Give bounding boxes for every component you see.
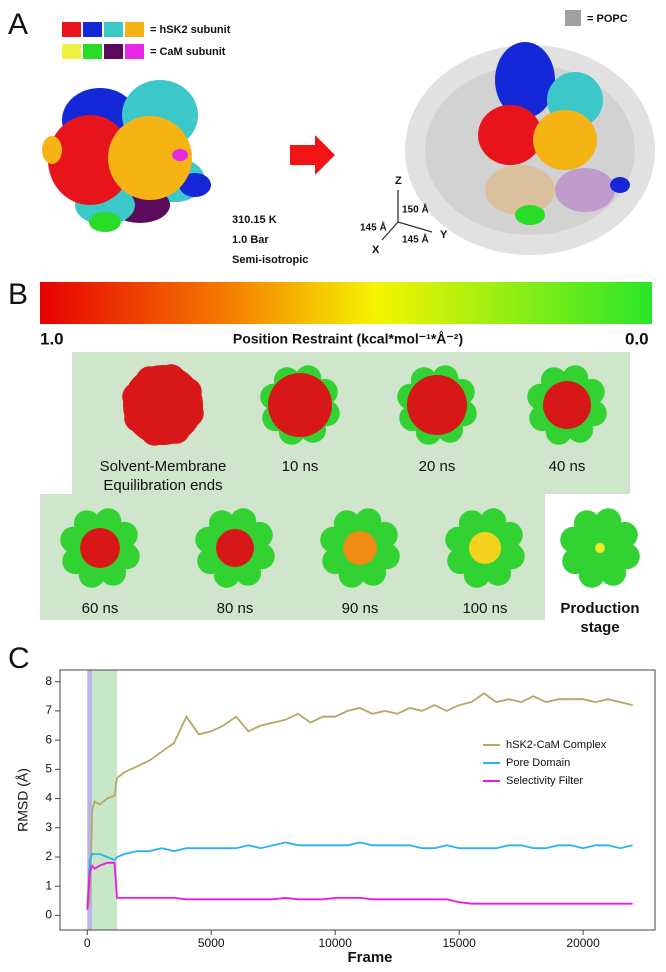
legend-swatch xyxy=(125,44,144,59)
snapshot-label: 60 ns xyxy=(82,600,119,617)
snapshot-label: Production xyxy=(560,600,639,617)
x-axis-title: Frame xyxy=(347,949,392,966)
condition: 310.15 K xyxy=(232,214,277,226)
snapshot-label: 90 ns xyxy=(342,600,379,617)
snapshot-label: 10 ns xyxy=(282,458,319,475)
y-tick-label: 6 xyxy=(45,732,52,746)
snapshot-label: Equilibration ends xyxy=(103,477,222,494)
y-axis-title: RMSD (Å) xyxy=(15,768,31,832)
popc-label: = POPC xyxy=(587,13,628,25)
legend-label: hSK2-CaM Complex xyxy=(506,739,607,751)
y-tick-label: 7 xyxy=(45,703,52,717)
y-tick-label: 1 xyxy=(45,878,52,892)
panel-label: B xyxy=(8,278,28,311)
x-tick-label: 15000 xyxy=(442,936,476,950)
axis-y-length: 145 Å xyxy=(402,233,429,246)
snapshot-label: 100 ns xyxy=(462,600,507,617)
snapshot xyxy=(560,508,639,587)
arrow xyxy=(290,135,335,175)
y-tick-label: 4 xyxy=(45,791,52,805)
subunit-legend: = hSK2 subunit = CaM subunit xyxy=(62,22,231,59)
legend-swatch xyxy=(83,22,102,37)
snapshot-label: 20 ns xyxy=(419,458,456,475)
panel-label: C xyxy=(8,642,30,675)
snapshot-label: 80 ns xyxy=(217,600,254,617)
restrained-core xyxy=(80,528,120,568)
legend-swatch xyxy=(125,22,144,37)
axis-y: Y xyxy=(440,229,448,241)
series-line xyxy=(87,863,632,910)
legend-swatch xyxy=(104,44,123,59)
snapshot-label: Solvent-Membrane xyxy=(100,458,227,475)
y-tick-label: 5 xyxy=(45,761,52,775)
y-tick-label: 2 xyxy=(45,849,52,863)
x-tick-label: 5000 xyxy=(198,936,225,950)
protein-complex xyxy=(42,80,211,232)
y-tick-label: 8 xyxy=(45,674,52,688)
x-tick-label: 0 xyxy=(84,936,91,950)
restraint-gradient xyxy=(40,282,652,324)
restrained-core xyxy=(216,529,254,567)
x-tick-label: 20000 xyxy=(566,936,600,950)
panel-label: A xyxy=(8,8,28,41)
legend-text: = hSK2 subunit xyxy=(150,24,231,36)
condition: 1.0 Bar xyxy=(232,234,269,246)
y-tick-label: 3 xyxy=(45,820,52,834)
restrained-core xyxy=(343,531,377,565)
scale-right: 0.0 xyxy=(625,329,649,348)
legend-label: Selectivity Filter xyxy=(506,775,583,787)
scale-left: 1.0 xyxy=(40,329,64,348)
axis-z: Z xyxy=(395,175,402,187)
axis-z-length: 150 Å xyxy=(402,203,429,216)
series-line xyxy=(87,693,632,909)
legend-swatch xyxy=(104,22,123,37)
series-line xyxy=(87,842,632,909)
snapshot-label: stage xyxy=(580,619,619,636)
restrained-core xyxy=(268,373,332,437)
figure: A = hSK2 subunit = CaM subunit = POPC Z 1… xyxy=(0,0,666,967)
restrained-core xyxy=(469,532,501,564)
legend-swatch xyxy=(62,44,81,59)
membrane-system xyxy=(405,42,655,255)
restrained-core xyxy=(407,375,467,435)
legend-label: Pore Domain xyxy=(506,757,570,769)
snapshot-label: 40 ns xyxy=(549,458,586,475)
popc-swatch xyxy=(565,10,581,26)
axis-x-length: 145 Å xyxy=(360,221,387,234)
legend-text: = CaM subunit xyxy=(150,46,226,58)
axis-x: X xyxy=(372,244,380,256)
restrained-core xyxy=(123,365,203,445)
restrained-core xyxy=(543,381,591,429)
legend-swatch xyxy=(62,22,81,37)
scale-title: Position Restraint (kcal*mol⁻¹*Å⁻²) xyxy=(233,331,463,347)
condition: Semi-isotropic xyxy=(232,254,308,266)
restrained-core xyxy=(595,543,605,553)
legend-swatch xyxy=(83,44,102,59)
y-tick-label: 0 xyxy=(45,908,52,922)
